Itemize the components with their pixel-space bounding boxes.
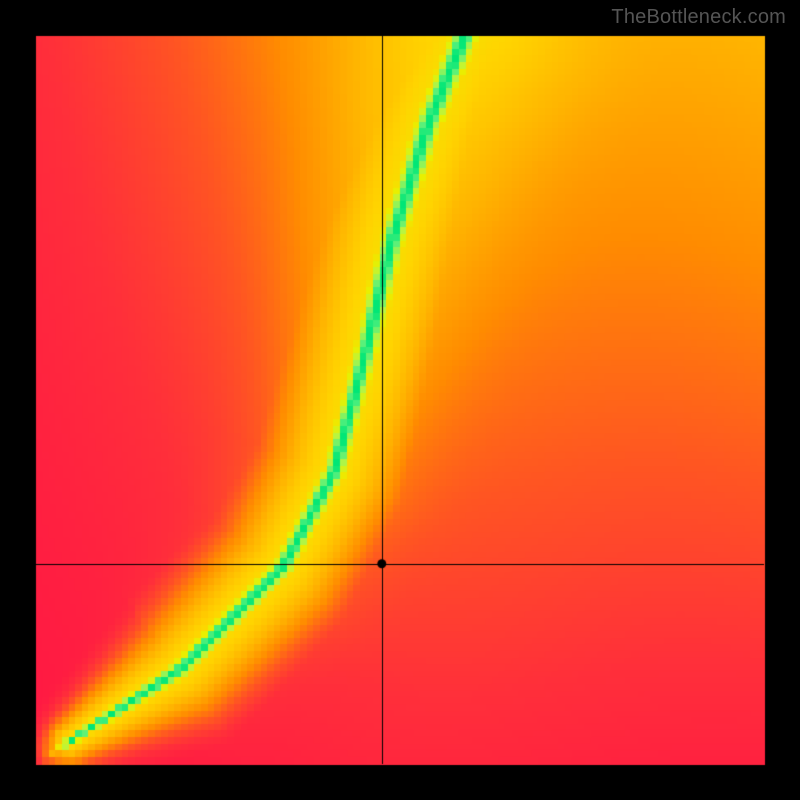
heatmap-plot [0, 0, 800, 800]
chart-container: TheBottleneck.com [0, 0, 800, 800]
watermark-text: TheBottleneck.com [611, 6, 786, 29]
